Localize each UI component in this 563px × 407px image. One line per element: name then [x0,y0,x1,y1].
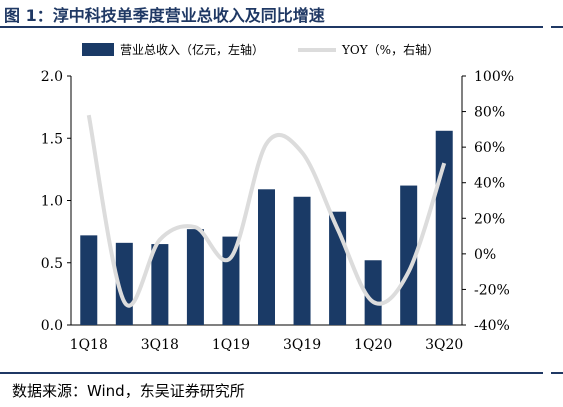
right-tick-label: 20% [474,211,505,227]
right-tick-label: -40% [474,318,510,334]
left-tick-label: 2.0 [41,69,63,85]
revenue-bar [364,260,382,325]
x-tick-label: 1Q19 [212,337,250,353]
right-tick-label: 0% [474,247,496,263]
revenue-bar [293,196,311,325]
revenue-bar [151,244,169,325]
left-tick-label: 0.5 [41,256,63,272]
legend-bar-swatch [82,43,114,56]
figure-title: 图 1：淳中科技单季度营业总收入及同比增速 [4,6,325,25]
right-tick-label: 40% [474,176,505,192]
top-rule [0,26,543,28]
bottom-rule-tick [551,372,563,374]
left-tick-label: 0.0 [41,318,63,334]
x-tick-label: 1Q18 [70,337,108,353]
left-tick-label: 1.0 [41,194,63,210]
revenue-bar [80,235,98,325]
top-rule-tick [551,26,563,28]
right-tick-label: 60% [474,140,505,156]
right-tick-label: -20% [474,282,510,298]
bottom-rule [0,372,543,374]
right-tick-label: 80% [474,105,505,121]
revenue-bar [186,229,204,325]
revenue-bar [400,185,418,325]
x-tick-label: 3Q19 [283,337,321,353]
right-tick-label: 100% [474,69,514,85]
legend-bar-label: 营业总收入（亿元，左轴） [120,42,264,57]
x-axis-labels: 1Q18 3Q18 1Q19 3Q19 1Q20 3Q20 [70,337,464,353]
legend: 营业总收入（亿元，左轴） YOY（%，右轴） [82,42,439,57]
x-tick-label: 3Q20 [425,337,463,353]
left-axis-ticks: 0.0 0.5 1.0 1.5 2.0 [41,69,71,334]
x-tick-label: 1Q20 [354,337,392,353]
revenue-bar [258,189,275,325]
right-axis-ticks: -40% -20% 0% 20% 40% 60% 80% 100% [462,69,514,334]
legend-line-label: YOY（%，右轴） [341,42,439,57]
revenue-bar [435,130,453,325]
source-note: 数据来源：Wind，东吴证券研究所 [12,382,245,400]
x-tick-label: 3Q18 [141,337,179,353]
left-tick-label: 1.5 [41,131,63,147]
yoy-line [86,114,447,308]
